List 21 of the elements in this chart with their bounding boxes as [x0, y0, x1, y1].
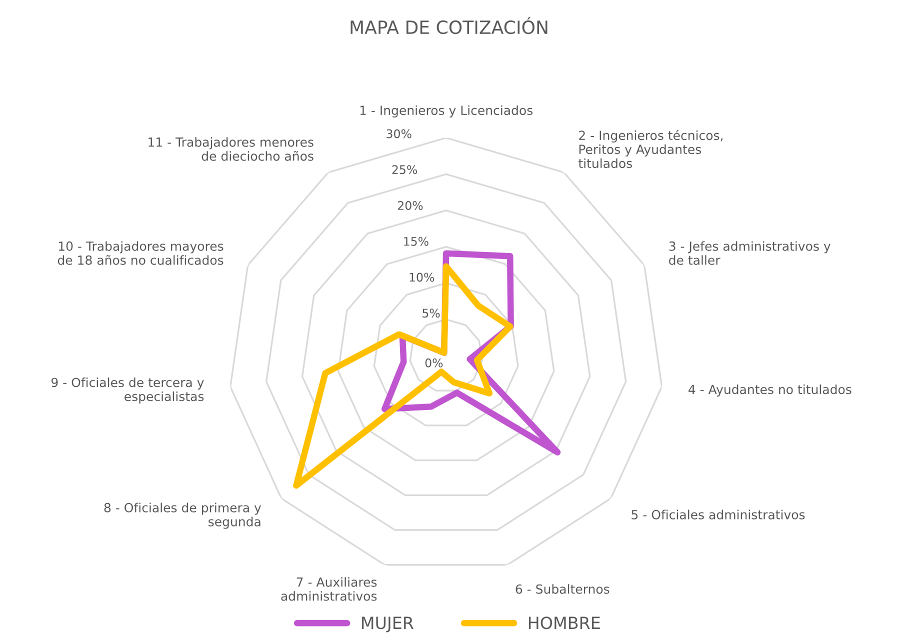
- spoke-label: 3 - Jefes administrativos y de taller: [669, 241, 830, 265]
- y-tick-label: 10%: [410, 272, 434, 282]
- spoke-label: 11 - Trabajadores menores de dieciocho años: [148, 137, 314, 161]
- spoke-label: 5 - Oficiales administrativos: [632, 510, 805, 520]
- spoke-label: 4 - Ayudantes no titulados: [688, 384, 852, 397]
- legend-label: MUJER: [362, 616, 414, 632]
- y-tick-label: 30%: [386, 129, 412, 138]
- spoke-label: 1 - Ingenieros y Licenciados: [360, 105, 533, 118]
- spoke-label: 7 - Auxiliares administrativos: [281, 577, 377, 601]
- y-tick-label: 25%: [392, 165, 418, 174]
- chart-title: MAPA DE COTIZACIÓN: [350, 17, 548, 34]
- y-tick-label: 20%: [398, 201, 423, 210]
- spoke-label: 8 - Oficiales de primera y segunda: [104, 502, 262, 529]
- spoke-label: 9 - Oficiales de tercera y especialistas: [51, 377, 204, 404]
- y-tick-label: 5%: [422, 308, 440, 318]
- y-tick-label: 15%: [404, 236, 428, 246]
- y-tick-label: 0%: [425, 358, 443, 368]
- spoke-label: 2 - Ingenieros técnicos, Peritos y Ayudantes titulados: [578, 130, 723, 168]
- legend-label: HOMBRE: [528, 616, 600, 630]
- spoke-label: 6 - Subalternos: [516, 584, 610, 594]
- spoke-label: 10 - Trabajadores mayores de 18 años no cualificados: [58, 241, 224, 265]
